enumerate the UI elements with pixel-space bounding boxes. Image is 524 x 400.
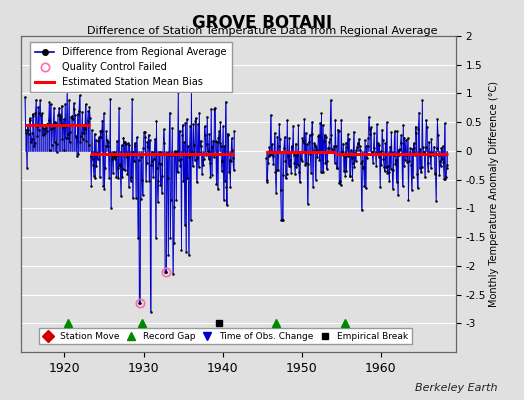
Legend: Station Move, Record Gap, Time of Obs. Change, Empirical Break: Station Move, Record Gap, Time of Obs. C… (39, 328, 412, 344)
Y-axis label: Monthly Temperature Anomaly Difference (°C): Monthly Temperature Anomaly Difference (… (489, 81, 499, 307)
Text: Difference of Station Temperature Data from Regional Average: Difference of Station Temperature Data f… (87, 26, 437, 36)
Text: GROVE BOTANI: GROVE BOTANI (192, 14, 332, 32)
Text: Berkeley Earth: Berkeley Earth (416, 383, 498, 393)
